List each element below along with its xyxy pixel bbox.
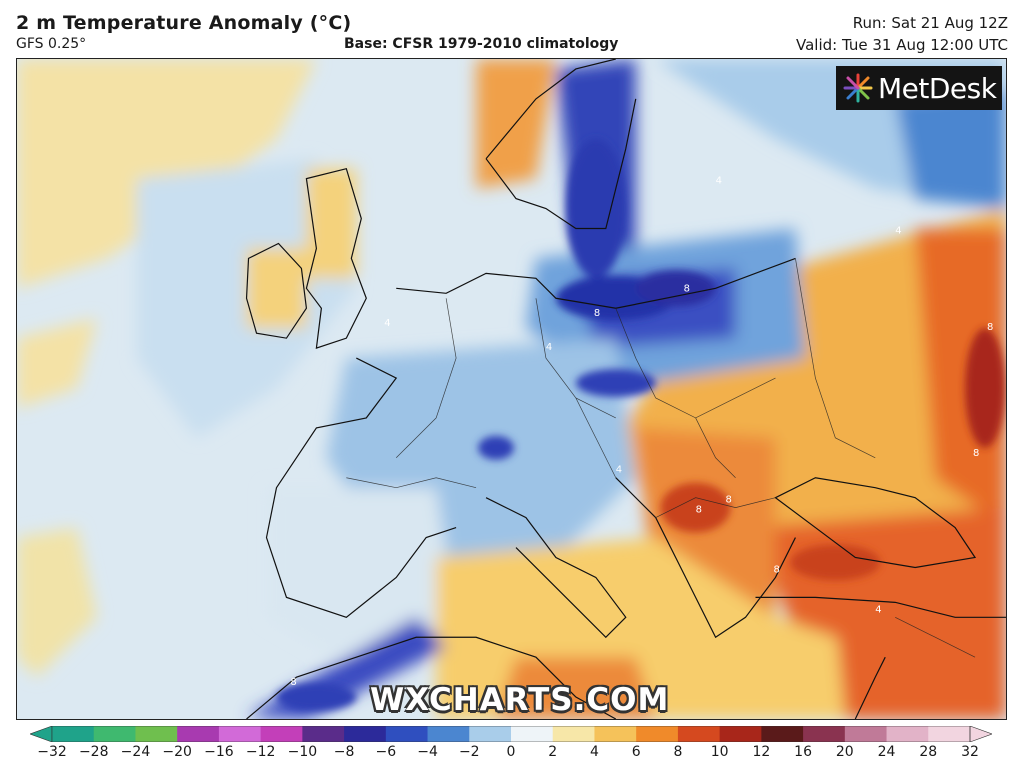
colorbar-tick-label: −6 — [375, 744, 397, 760]
model-label: GFS 0.25° — [16, 36, 87, 52]
logo-text: MetDesk — [878, 71, 997, 105]
colorbar-segment — [52, 726, 95, 742]
anomaly-region-warm-atlantic — [17, 59, 317, 289]
coastlines — [245, 59, 1006, 719]
colorbar-tick-label: −12 — [245, 744, 276, 760]
colorbar-tick-label: 4 — [589, 744, 599, 760]
contour-label: 4 — [716, 176, 722, 187]
contour-label: 8 — [987, 322, 993, 333]
colorbar-tick-label: 28 — [919, 744, 938, 760]
turkey-coast-outline — [755, 596, 1006, 618]
metdesk-logo: MetDesk — [836, 66, 1002, 110]
colorbar-tick-label: 2 — [548, 744, 558, 760]
north-coast-outline — [396, 257, 796, 309]
colorbar-segment — [344, 726, 387, 742]
colorbar-tick-label: −20 — [162, 744, 192, 760]
country-borders — [346, 258, 976, 658]
colorbar-segment — [761, 726, 804, 742]
map-canvas: 4 4 4 4 4 4 8 8 8 8 8 8 8 8 — [17, 59, 1006, 719]
balkans-outline — [615, 477, 796, 639]
colorbar-tick-label: −8 — [333, 744, 355, 760]
colorbar — [30, 726, 992, 742]
contour-label: 8 — [726, 495, 732, 506]
contour-label: 8 — [696, 505, 702, 516]
colorbar-segment — [719, 726, 762, 742]
colorbar-segment — [594, 726, 637, 742]
colorbar-segment — [677, 726, 721, 742]
colorbar-segment — [469, 726, 512, 742]
colorbar-segment — [177, 726, 220, 742]
ireland-outline — [245, 242, 308, 339]
colorbar-arrow-right — [969, 726, 992, 742]
contour-label: 8 — [773, 564, 779, 575]
colorbar-ticks: −32 −28 −24 −20 −16 −12 −10 −8 −6 −4 −2 0 2 4 6 8 10 12 16… — [0, 744, 1024, 766]
colorbar-tick-label: 16 — [794, 744, 812, 760]
colorbar-tick-label: 12 — [752, 744, 771, 760]
colorbar-tick-label: −10 — [287, 744, 318, 760]
contour-label: 4 — [875, 604, 881, 615]
colorbar-segment — [385, 726, 429, 742]
colorbar-tick-label: 6 — [631, 744, 641, 760]
colorbar-tick-label: 8 — [673, 744, 683, 760]
colorbar-tick-label: 32 — [961, 744, 979, 760]
contour-label: 8 — [973, 448, 979, 459]
colorbar-segment — [803, 726, 846, 742]
anomaly-map: 4 4 4 4 4 4 8 8 8 8 8 8 8 8 — [16, 58, 1007, 720]
colorbar-segment — [302, 726, 345, 742]
colorbar-segment — [552, 726, 595, 742]
contour-label: 8 — [594, 308, 600, 319]
colorbar-segment — [886, 726, 929, 742]
contour-labels: 4 4 4 4 4 4 8 8 8 8 8 8 8 8 — [290, 176, 993, 688]
colorbar-tick-label: 24 — [877, 744, 896, 760]
colorbar-tick-label: −16 — [204, 744, 234, 760]
colorbar-segment — [844, 726, 888, 742]
colorbar-segment — [928, 726, 971, 742]
chart-title: 2 m Temperature Anomaly (°C) — [16, 12, 352, 34]
colorbar-segment — [93, 726, 136, 742]
black-sea-outline — [774, 477, 977, 569]
italy-outline — [485, 497, 627, 639]
colorbar-segment — [636, 726, 679, 742]
north-africa-outline — [246, 636, 617, 719]
watermark: WXCHARTS.COM — [370, 682, 670, 718]
colorbar-segment — [135, 726, 178, 742]
colorbar-tick-label: 20 — [835, 744, 854, 760]
run-label: Run: Sat 21 Aug 12Z — [852, 14, 1008, 32]
colorbar-tick-label: 10 — [710, 744, 729, 760]
valid-time-label: Valid: Tue 31 Aug 12:00 UTC — [796, 36, 1008, 54]
colorbar-tick-label: −24 — [120, 744, 151, 760]
colorbar-segment — [260, 726, 303, 742]
contour-label: 4 — [384, 318, 390, 329]
colorbar-tick-label: −2 — [458, 744, 480, 760]
colorbar-tick-label: 0 — [506, 744, 516, 760]
contour-label: 4 — [616, 465, 622, 476]
contour-label: 4 — [546, 342, 552, 353]
france-iberia-outline — [265, 357, 457, 618]
great-britain-outline — [305, 167, 367, 349]
scandinavia-outline — [485, 59, 637, 230]
contour-label: 8 — [290, 677, 296, 688]
contour-label: 8 — [684, 283, 690, 294]
colorbar-segment — [427, 726, 470, 742]
colorbar-arrow-left — [30, 726, 53, 742]
base-climatology-label: Base: CFSR 1979-2010 climatology — [344, 36, 619, 52]
colorbar-tick-label: −28 — [78, 744, 109, 760]
colorbar-tick-label: −32 — [37, 744, 67, 760]
colorbar-segment — [218, 726, 262, 742]
colorbar-tick-label: −4 — [417, 744, 438, 760]
contour-label: 4 — [895, 225, 901, 236]
colorbar-segment — [511, 726, 554, 742]
sunburst-icon — [843, 73, 873, 103]
